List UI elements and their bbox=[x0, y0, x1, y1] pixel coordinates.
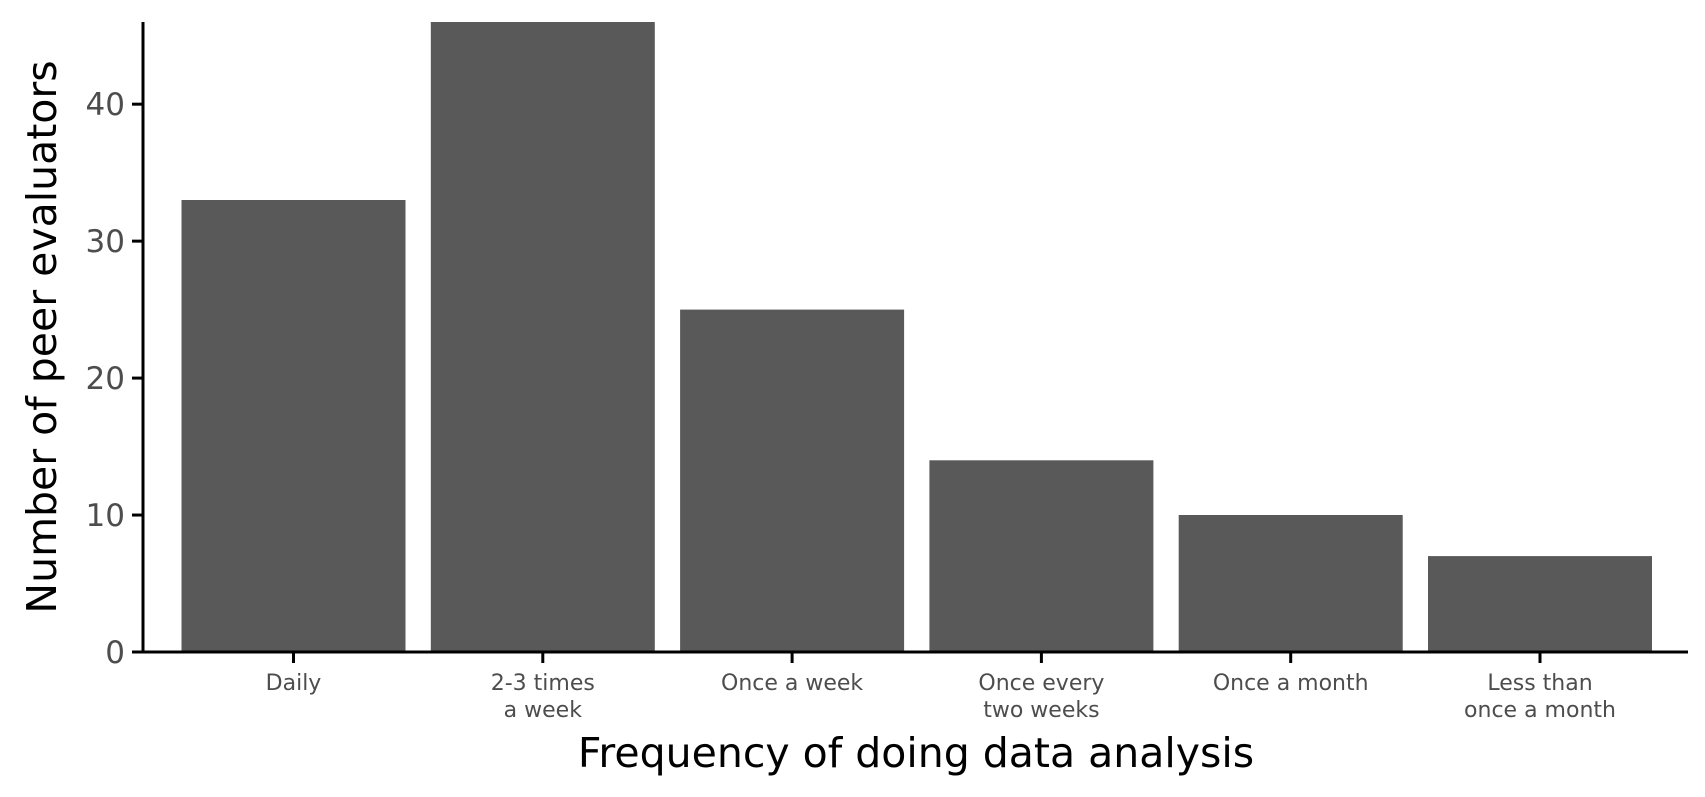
x-tick-label: Daily bbox=[266, 671, 322, 696]
x-axis-title: Frequency of doing data analysis bbox=[578, 729, 1254, 777]
bar-1 bbox=[181, 200, 406, 652]
bar-3 bbox=[680, 309, 905, 652]
x-tick-label: Once a month bbox=[1213, 671, 1369, 696]
bar-6 bbox=[1428, 556, 1652, 652]
y-tick-label: 40 bbox=[86, 87, 125, 123]
y-tick-label: 20 bbox=[86, 361, 125, 397]
x-tick-label: Once a week bbox=[721, 671, 863, 696]
y-tick-label: 0 bbox=[105, 635, 125, 671]
bar-5 bbox=[1178, 515, 1403, 652]
x-tick-label: Once every two weeks bbox=[978, 671, 1104, 723]
x-tick-label: Less than once a month bbox=[1464, 671, 1616, 723]
bars-group bbox=[181, 22, 1652, 652]
y-axis: 0 10 20 30 40 bbox=[86, 22, 145, 671]
y-axis-title: Number of peer evaluators bbox=[18, 60, 66, 613]
bar-2 bbox=[430, 22, 655, 652]
y-tick-label: 30 bbox=[86, 224, 125, 260]
x-tick-label: 2-3 times a week bbox=[491, 671, 595, 723]
y-tick-label: 10 bbox=[86, 498, 125, 534]
x-axis: Daily 2-3 times a week Once a week Once ever… bbox=[133, 650, 1688, 723]
bar-4 bbox=[929, 460, 1154, 652]
